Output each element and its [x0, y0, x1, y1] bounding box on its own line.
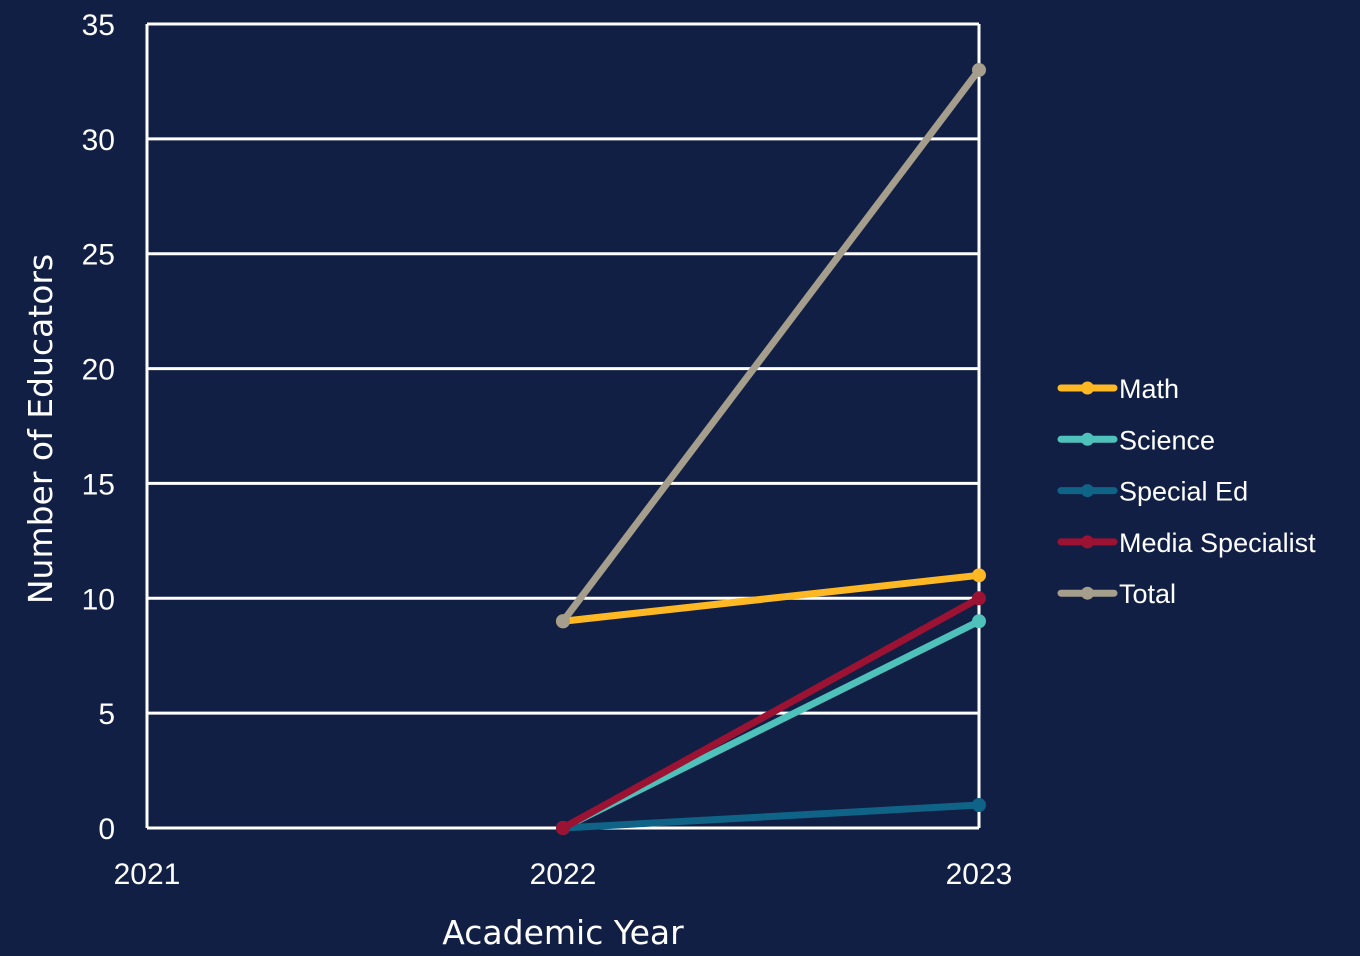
legend-marker-math — [1081, 381, 1094, 395]
y-tick-label: 0 — [98, 813, 115, 846]
y-axis-title: Number of Educators — [21, 254, 60, 604]
data-point-media-specialist — [556, 821, 570, 835]
data-point-science — [972, 614, 986, 629]
x-tick-label: 2021 — [114, 858, 181, 891]
y-tick-label: 20 — [82, 354, 115, 387]
series-line-math — [559, 571, 983, 625]
data-point-total — [972, 62, 986, 77]
legend-marker-science — [1081, 432, 1094, 446]
legend-label-media-specialist: Media Specialist — [1119, 528, 1316, 558]
data-point-media-specialist — [972, 591, 986, 606]
legend-marker-media-specialist — [1081, 535, 1094, 549]
data-point-math — [972, 568, 986, 583]
series-line-special-ed — [559, 801, 983, 832]
y-tick-label: 35 — [82, 9, 115, 42]
grid-layer — [147, 22, 979, 830]
y-tick-label: 15 — [82, 468, 115, 501]
data-point-total — [556, 614, 570, 629]
legend-label-total: Total — [1119, 579, 1176, 609]
x-axis-title: Academic Year — [442, 913, 684, 951]
series-line-media-specialist — [559, 594, 983, 832]
data-point-special-ed — [972, 798, 986, 813]
x-tick-label: 2023 — [946, 858, 1013, 891]
y-tick-label: 25 — [82, 239, 115, 272]
y-tick-label: 10 — [82, 583, 115, 616]
legend-label-special-ed: Special Ed — [1119, 477, 1248, 507]
legend-label-science: Science — [1119, 425, 1215, 455]
series-layer — [556, 62, 986, 835]
y-tick-label: 30 — [82, 124, 115, 157]
y-tick-label: 5 — [98, 698, 115, 731]
axis-layer: 0 5 10 15 20 25 30 35 2021 2022 2023 — [82, 9, 1013, 891]
series-line-total — [559, 66, 983, 625]
legend: Math Science Special Ed Media Specialist Tot… — [1057, 374, 1316, 609]
legend-label-math: Math — [1119, 374, 1179, 404]
legend-marker-special-ed — [1081, 484, 1094, 498]
legend-marker-total — [1081, 586, 1094, 600]
x-tick-label: 2022 — [530, 858, 597, 891]
